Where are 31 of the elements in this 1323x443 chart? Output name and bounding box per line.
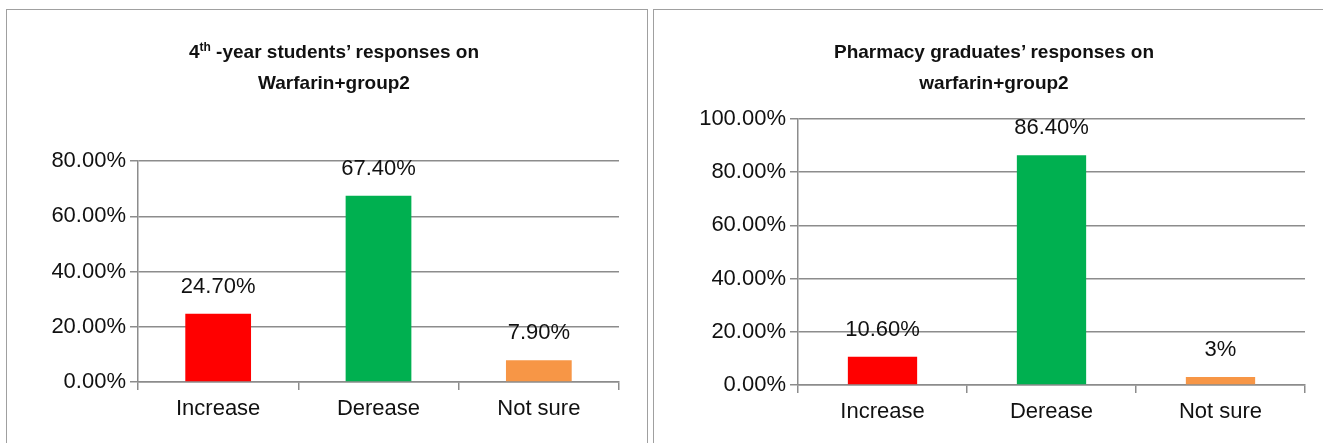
- y-tick-label: 60.00%: [711, 211, 786, 237]
- data-label: 7.90%: [507, 319, 571, 345]
- bar: [345, 195, 412, 382]
- y-tick-label: 40.00%: [711, 264, 786, 290]
- x-tick-label: Derease: [336, 395, 421, 421]
- y-tick-label: 100.00%: [699, 105, 786, 131]
- bar: [847, 356, 918, 385]
- bar: [505, 360, 572, 382]
- y-tick-label: 80.00%: [711, 158, 786, 184]
- x-tick-label: Not sure: [497, 395, 581, 421]
- data-label: 67.40%: [341, 154, 416, 180]
- data-label: 10.60%: [845, 315, 920, 341]
- y-tick-label: 60.00%: [51, 202, 126, 228]
- y-tick-label: 0.00%: [63, 368, 126, 394]
- data-label: 86.40%: [1014, 114, 1089, 140]
- data-label: 24.70%: [180, 272, 256, 298]
- data-label: 3%: [1204, 336, 1237, 362]
- x-tick-label: Derease: [1009, 398, 1094, 424]
- y-tick-label: 20.00%: [711, 317, 786, 343]
- bar: [1016, 155, 1087, 385]
- y-tick-label: 80.00%: [51, 147, 126, 173]
- bar: [1185, 377, 1256, 385]
- bar: [185, 313, 252, 382]
- x-tick-label: Increase: [175, 395, 261, 421]
- chart-title: Pharmacy graduates’ responses on warfarin+group2: [833, 40, 1155, 95]
- chart-title: 4$^{th}$ -year students’ responses on Warfarin+group2: [187, 38, 481, 95]
- y-tick-label: 0.00%: [723, 371, 786, 397]
- x-tick-label: Not sure: [1178, 398, 1263, 424]
- y-tick-label: 20.00%: [51, 312, 126, 338]
- y-tick-label: 40.00%: [51, 257, 126, 283]
- x-tick-label: Increase: [840, 398, 925, 424]
